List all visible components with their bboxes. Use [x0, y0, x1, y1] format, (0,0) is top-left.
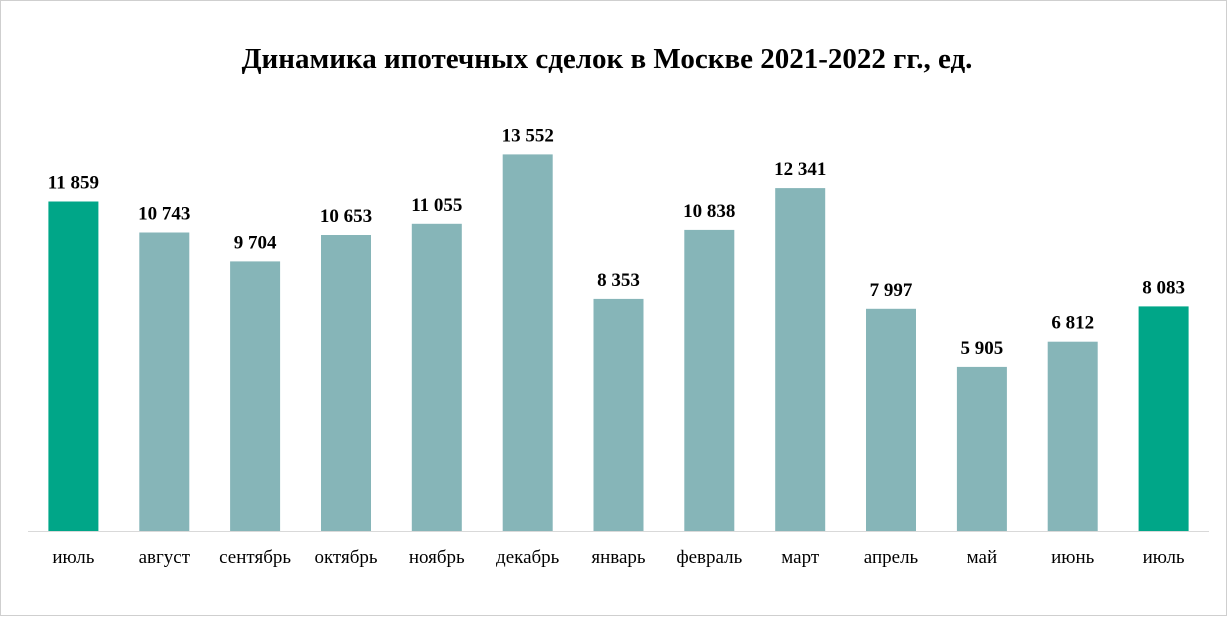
category-label-6: декабрь [496, 547, 560, 568]
category-label-1: июль [52, 547, 94, 568]
value-label-7: 8 353 [597, 270, 640, 291]
value-label-12: 6 812 [1051, 313, 1094, 334]
category-label-2: август [139, 547, 191, 568]
value-label-1: 11 859 [48, 173, 99, 194]
category-label-12: июнь [1051, 547, 1095, 568]
bar-12 [1047, 341, 1098, 531]
value-label-11: 5 905 [961, 338, 1004, 359]
bar-1 [48, 201, 99, 531]
bar-9 [775, 188, 826, 531]
category-label-8: февраль [676, 547, 742, 568]
bar-10 [866, 308, 916, 531]
category-label-11: май [967, 547, 998, 568]
value-label-13: 8 083 [1142, 277, 1185, 298]
category-label-13: июль [1143, 547, 1185, 568]
bar-8 [684, 229, 735, 531]
bars-group [48, 154, 1189, 532]
bar-3 [230, 261, 281, 531]
category-label-3: сентябрь [219, 547, 291, 568]
category-label-10: апрель [864, 547, 919, 568]
bar-13 [1138, 306, 1189, 531]
category-label-5: ноябрь [409, 547, 465, 568]
bar-11 [956, 366, 1007, 531]
value-label-8: 10 838 [683, 201, 735, 222]
value-label-10: 7 997 [870, 280, 913, 301]
category-labels-group: июль август сентябрь октябрь ноябрь декабрь ян… [52, 547, 1185, 568]
value-label-4: 10 653 [320, 206, 372, 227]
chart-title: Динамика ипотечных сделок в Москве 2021-… [242, 43, 973, 75]
bar-5 [411, 223, 462, 532]
value-label-2: 10 743 [138, 204, 190, 225]
bar-4 [321, 235, 371, 531]
category-label-7: январь [591, 547, 646, 568]
value-label-6: 13 552 [502, 125, 554, 146]
category-label-4: октябрь [314, 547, 377, 568]
value-labels-group: 11 859 10 743 9 704 10 653 11 055 13 552 8 353… [48, 125, 1185, 359]
category-label-9: март [781, 547, 820, 568]
value-label-5: 11 055 [411, 195, 462, 216]
value-label-3: 9 704 [234, 232, 277, 253]
bar-2 [139, 232, 190, 531]
value-label-9: 12 341 [774, 159, 826, 180]
bar-7 [593, 298, 644, 531]
bar-6 [502, 154, 553, 531]
